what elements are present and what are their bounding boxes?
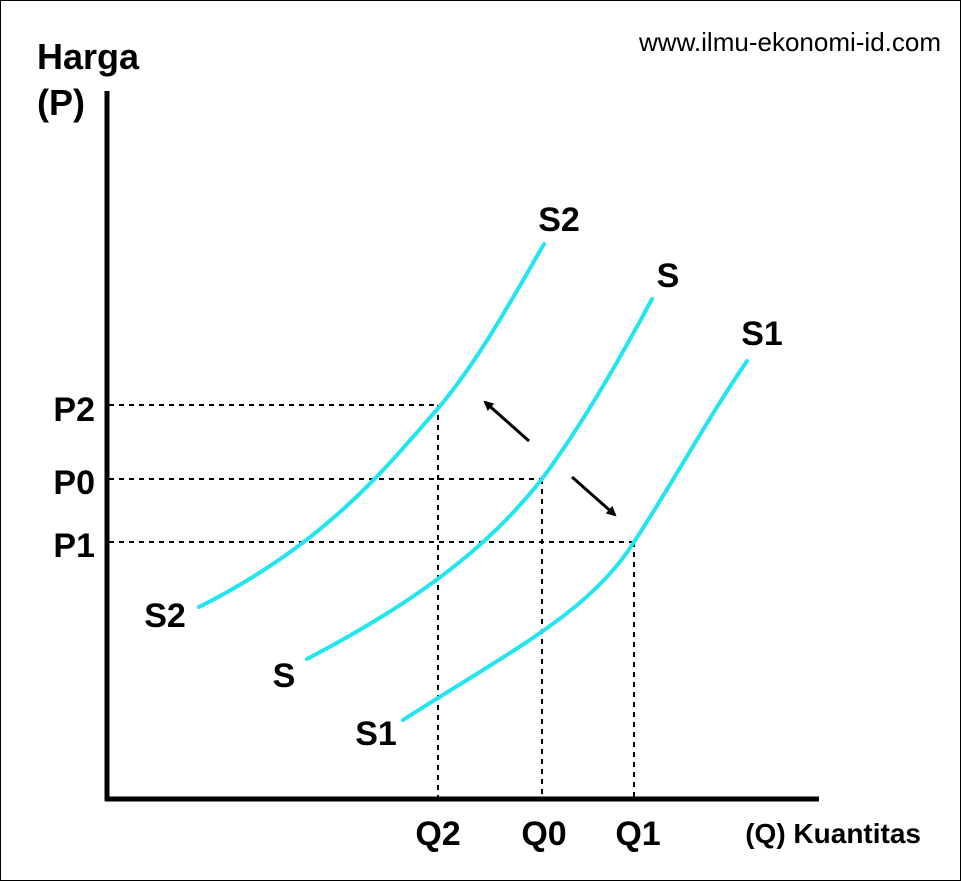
website-label: www.ilmu-ekonomi-id.com: [638, 27, 941, 57]
curve-s2: [197, 242, 546, 609]
curve-label-s-bottom: S: [273, 657, 296, 695]
shift-right-down-arrow: [571, 475, 617, 517]
x-axis-title: (Q) Kuantitas: [745, 818, 921, 849]
y-axis-unit: (P): [37, 82, 85, 123]
curve-s: [305, 297, 654, 661]
tick-p2: P2: [53, 391, 95, 429]
curve-label-s2-bottom: S2: [144, 597, 186, 635]
shift-left-up-arrow: [483, 400, 530, 443]
curve-label-s2-top: S2: [538, 201, 580, 239]
tick-q1: Q1: [615, 815, 660, 853]
curve-s1: [401, 359, 749, 722]
curve-label-s1-bottom: S1: [355, 715, 397, 753]
y-axis-title: Harga: [37, 36, 140, 77]
tick-q2: Q2: [415, 815, 460, 853]
curve-label-s-top: S: [657, 257, 680, 295]
tick-p0: P0: [53, 464, 95, 502]
curve-label-s1-top: S1: [741, 315, 783, 353]
tick-q0: Q0: [521, 815, 566, 853]
tick-p1: P1: [53, 527, 95, 565]
